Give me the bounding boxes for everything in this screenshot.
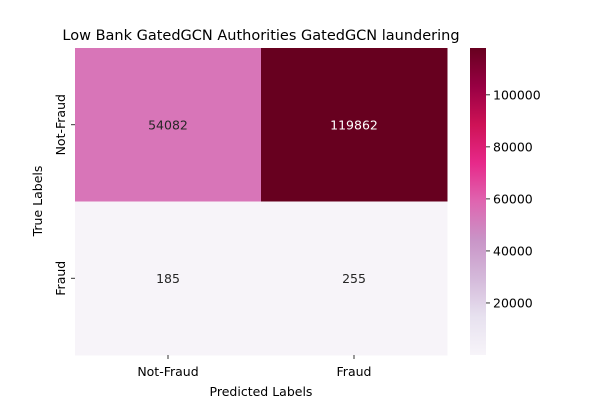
x-axis-label: Predicted Labels [210,384,313,399]
chart-title: Low Bank GatedGCN Authorities GatedGCN l… [62,28,459,44]
x-axis-ticks: Not-Fraud Fraud [137,355,371,379]
cell-value-label: 54082 [148,117,188,132]
heatmap-cell [75,201,262,356]
colorbar-tick-label: 60000 [493,191,533,206]
colorbar [470,48,486,355]
heatmap-cells [75,48,448,356]
colorbar-tick-label: 20000 [493,295,533,310]
y-tick-label: Not-Fraud [53,94,68,155]
cell-value-label: 185 [156,271,180,286]
colorbar-tick-label: 40000 [493,243,533,258]
colorbar-ticks: 20000 40000 60000 80000 100000 [486,87,541,310]
heatmap-cell [261,48,448,202]
cell-value-label: 255 [342,271,366,286]
y-axis-ticks: Not-Fraud Fraud [53,94,75,296]
heatmap-cell [261,201,448,356]
colorbar-tick-label: 80000 [493,139,533,154]
heatmap-cell [75,48,262,202]
colorbar-tick-label: 100000 [493,87,541,102]
heatmap-cell-labels: 54082 119862 185 255 [148,117,378,286]
y-axis-label: True Labels [30,166,45,238]
y-tick-label: Fraud [53,261,68,296]
x-tick-label: Not-Fraud [137,364,198,379]
x-tick-label: Fraud [337,364,372,379]
cell-value-label: 119862 [330,117,378,132]
